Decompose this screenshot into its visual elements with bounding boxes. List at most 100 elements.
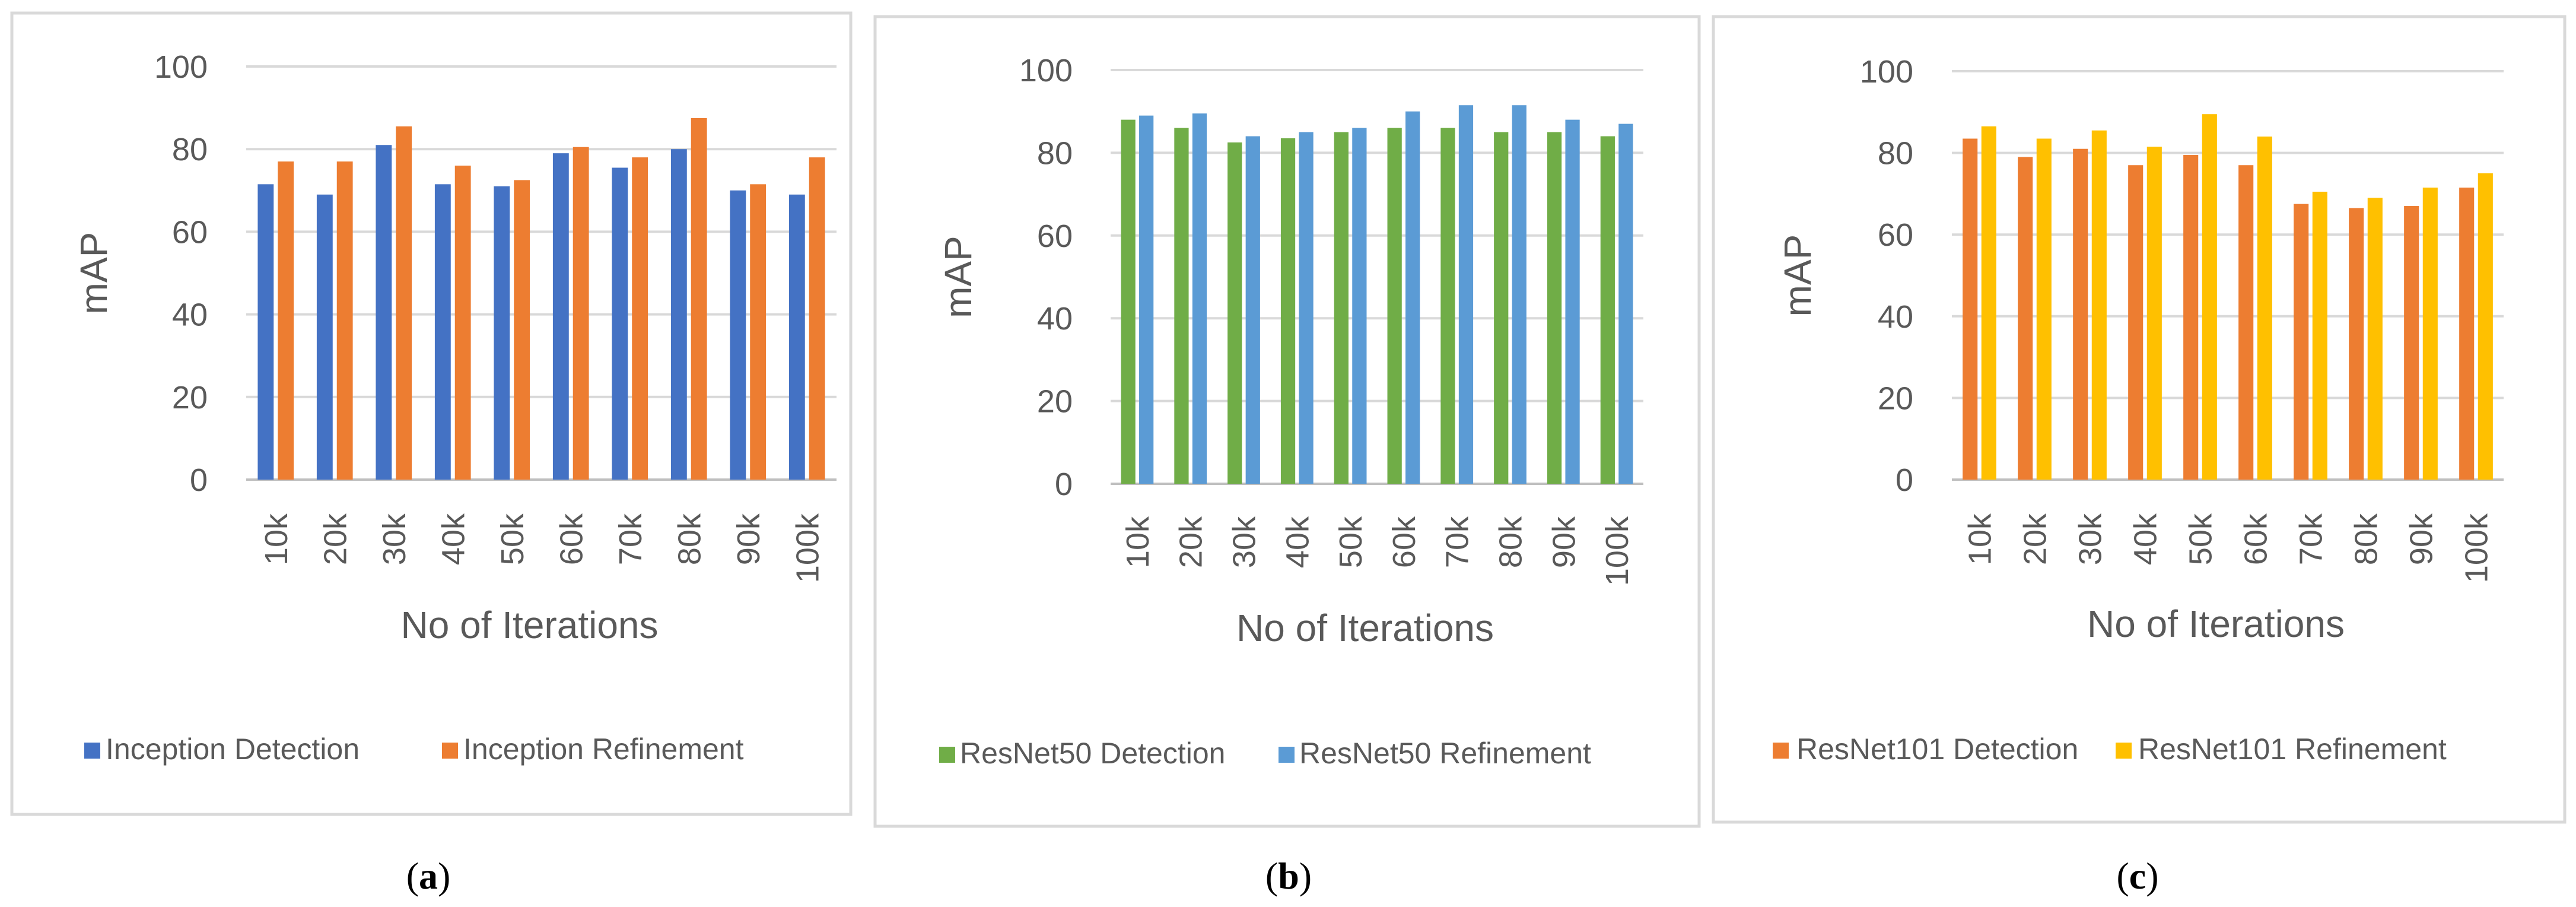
y-tick-label: 20 — [1037, 384, 1073, 420]
bar-resnet101-detection-90k — [2404, 206, 2419, 480]
x-tick-label: 70k — [613, 513, 648, 565]
legend: Inception Detection Inception Refinement — [84, 732, 744, 766]
bar-resnet101-refinement-100k — [2478, 173, 2493, 480]
bar-inception-detection-80k — [670, 149, 687, 480]
x-axis-title: No of Iterations — [2087, 602, 2345, 645]
y-tick-label: 60 — [1037, 218, 1073, 254]
bar-resnet50-detection-60k — [1387, 128, 1402, 484]
legend-label: ResNet101 Refinement — [2138, 732, 2447, 766]
y-tick-label: 0 — [190, 462, 208, 498]
caption-close: ) — [438, 855, 450, 897]
legend: ResNet50 Detection ResNet50 Refinement — [939, 737, 1591, 770]
bar-resnet50-detection-40k — [1280, 138, 1296, 484]
bar-resnet50-refinement-90k — [1565, 119, 1580, 484]
x-tick-label: 20k — [317, 513, 353, 565]
bar-resnet50-refinement-80k — [1512, 105, 1526, 484]
legend-swatch — [1279, 747, 1295, 763]
y-tick-label: 60 — [172, 214, 208, 250]
bar-inception-refinement-40k — [454, 166, 471, 480]
bar-inception-refinement-30k — [396, 126, 412, 480]
y-tick-label: 40 — [172, 297, 208, 333]
bar-inception-refinement-90k — [750, 184, 767, 480]
bar-resnet50-refinement-60k — [1405, 111, 1420, 484]
x-tick-label: 50k — [495, 513, 530, 565]
legend-swatch — [1773, 743, 1789, 759]
bar-resnet50-refinement-70k — [1458, 105, 1474, 484]
legend-label: ResNet50 Refinement — [1299, 737, 1591, 770]
bar-resnet101-detection-40k — [2128, 165, 2144, 480]
bar-inception-detection-100k — [788, 194, 805, 480]
bar-resnet50-detection-10k — [1121, 119, 1136, 484]
bar-inception-detection-60k — [552, 153, 569, 480]
caption-open: ( — [406, 855, 419, 897]
y-tick-label: 80 — [172, 132, 208, 167]
x-tick-label: 60k — [554, 513, 589, 565]
y-tick-label: 40 — [1037, 301, 1073, 337]
x-tick-label: 90k — [731, 513, 767, 565]
legend-swatch — [2116, 743, 2132, 759]
x-tick-label: 100k — [2459, 513, 2495, 583]
x-tick-label: 40k — [1280, 516, 1315, 568]
x-tick-label: 50k — [2183, 513, 2219, 565]
chart-panel-c: 0 20 40 60 80 100 10k 20k 30k 40k 50k 60k 70k 80k 90k 1… — [1712, 15, 2567, 824]
y-tick-label: 100 — [1860, 54, 1913, 90]
bar-resnet101-detection-70k — [2294, 204, 2309, 480]
x-tick-label: 80k — [1493, 516, 1529, 568]
bar-inception-detection-10k — [257, 184, 274, 480]
bar-resnet101-refinement-20k — [2036, 138, 2052, 480]
legend-label: Inception Detection — [106, 732, 360, 766]
bar-resnet50-detection-70k — [1440, 128, 1455, 484]
x-axis-title: No of Iterations — [1236, 607, 1494, 649]
caption-open: ( — [2116, 855, 2129, 897]
bar-resnet50-refinement-40k — [1299, 132, 1314, 484]
bar-resnet101-refinement-10k — [1981, 126, 1996, 480]
x-tick-label: 50k — [1333, 516, 1369, 568]
chart-panel-b: 0 20 40 60 80 100 10k 20k 30k 40k 50k 60k 70k 80k 90k 1… — [873, 15, 1701, 828]
x-tick-label: 100k — [790, 513, 825, 583]
bar-resnet101-refinement-90k — [2422, 188, 2438, 480]
bar-resnet50-detection-30k — [1227, 142, 1242, 484]
y-tick-label: 0 — [1896, 462, 1913, 498]
chart-panel-a: 0 20 40 60 80 100 10k 20k 30k 40k 50k 60k 70k 80k 90k 1… — [10, 11, 853, 816]
x-tick-label: 20k — [2018, 513, 2053, 565]
y-axis-title: mAP — [1776, 234, 1819, 317]
caption-letter: b — [1278, 855, 1299, 897]
x-tick-label: 10k — [1120, 516, 1156, 568]
bar-inception-refinement-100k — [809, 157, 825, 480]
y-tick-label: 20 — [172, 380, 208, 416]
caption-letter: a — [419, 855, 438, 897]
bar-inception-detection-20k — [316, 194, 333, 480]
x-tick-label: 60k — [1386, 516, 1422, 568]
x-tick-label: 40k — [2128, 513, 2164, 565]
bar-resnet50-detection-20k — [1174, 128, 1189, 484]
x-tick-label: 70k — [2294, 513, 2329, 565]
bar-resnet101-refinement-50k — [2202, 114, 2217, 480]
legend: ResNet101 Detection ResNet101 Refinement — [1773, 732, 2447, 766]
bar-resnet101-refinement-30k — [2091, 130, 2107, 480]
bar-resnet101-refinement-80k — [2367, 198, 2383, 480]
legend-swatch — [84, 743, 100, 759]
x-tick-label: 90k — [1546, 516, 1582, 568]
bar-resnet101-detection-100k — [2459, 188, 2475, 480]
caption-open: ( — [1265, 855, 1278, 897]
bar-inception-refinement-10k — [278, 161, 294, 480]
x-tick-label: 80k — [672, 513, 707, 565]
bar-inception-detection-30k — [376, 145, 392, 480]
legend-swatch — [442, 743, 458, 759]
bar-resnet101-refinement-60k — [2257, 137, 2272, 480]
x-tick-label: 30k — [1227, 516, 1262, 568]
y-tick-label: 20 — [1878, 380, 1913, 416]
y-tick-label: 40 — [1878, 299, 1913, 335]
bar-resnet50-refinement-30k — [1245, 136, 1260, 484]
bar-resnet101-detection-60k — [2238, 165, 2254, 480]
panel-caption: (b) — [1265, 855, 1312, 897]
legend-label: ResNet101 Detection — [1796, 732, 2078, 766]
bar-resnet101-refinement-40k — [2146, 147, 2162, 480]
x-tick-label: 90k — [2404, 513, 2440, 565]
caption-close: ) — [1299, 855, 1312, 897]
caption-letter: c — [2129, 855, 2146, 897]
bar-resnet50-refinement-10k — [1139, 115, 1154, 484]
bar-inception-refinement-60k — [573, 147, 589, 480]
bar-inception-refinement-50k — [514, 180, 530, 480]
